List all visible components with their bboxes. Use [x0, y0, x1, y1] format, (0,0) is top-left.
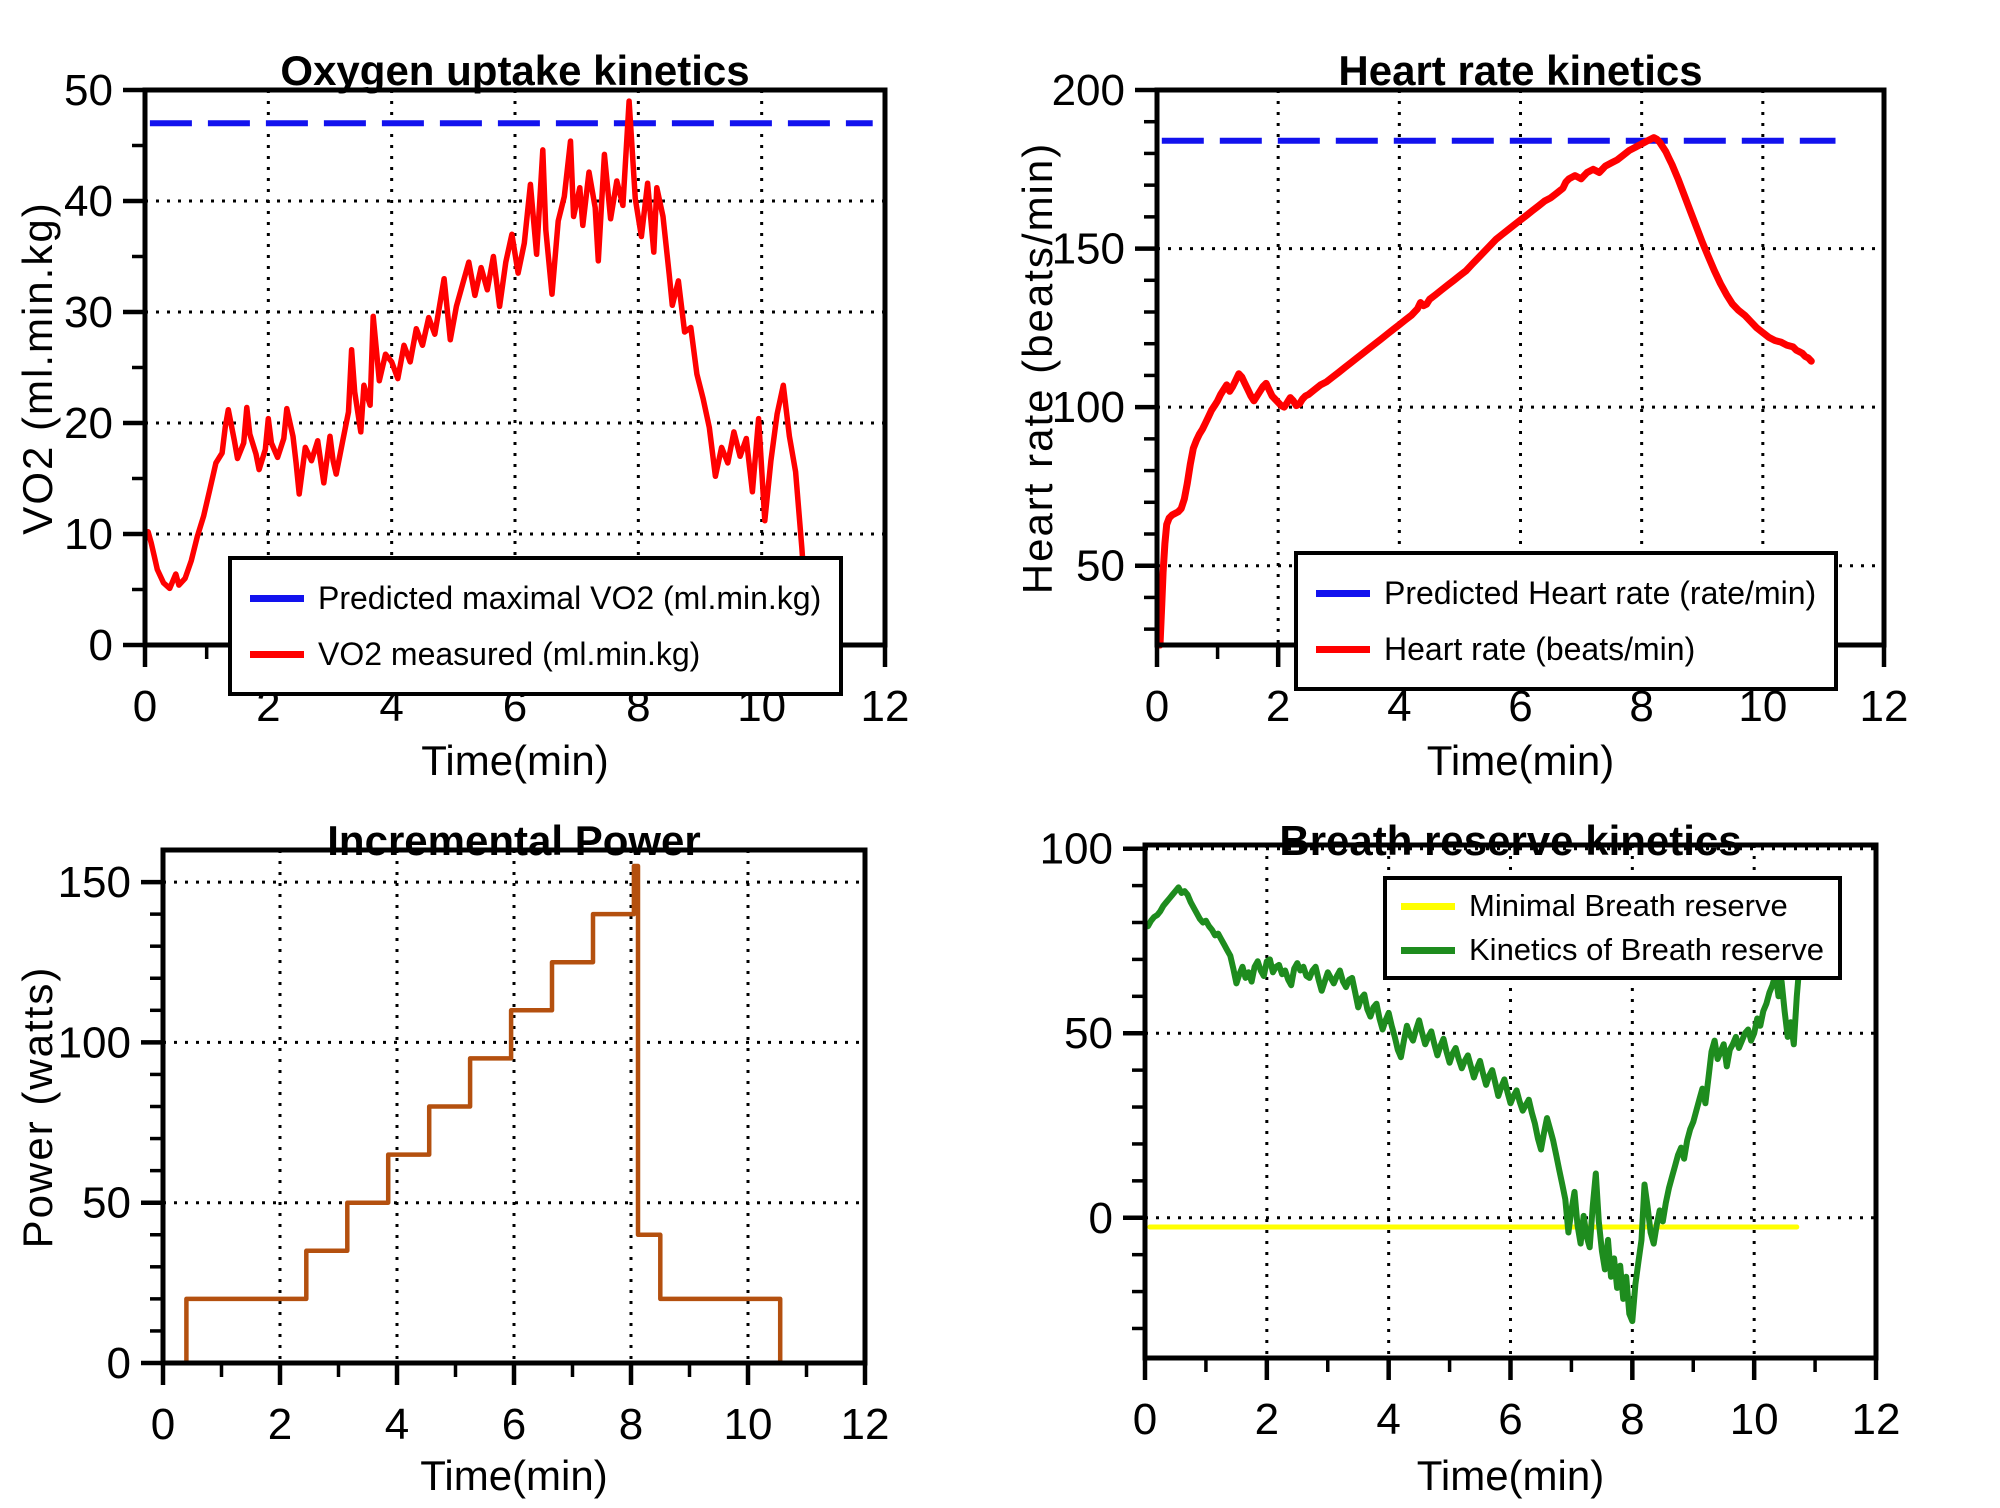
- x-tick-label: 12: [861, 682, 910, 731]
- y-tick-label: 150: [1052, 225, 1125, 274]
- legend-swatch: [1316, 589, 1370, 597]
- legend-swatch: [250, 650, 304, 658]
- y-tick-label: 0: [1089, 1194, 1113, 1243]
- x-tick-label: 12: [1860, 682, 1909, 731]
- y-tick-label: 100: [1052, 383, 1125, 432]
- x-tick-label: 8: [619, 1400, 643, 1449]
- legend-swatch: [1316, 645, 1370, 653]
- x-tick-label: 2: [268, 1400, 292, 1449]
- x-tick-label: 0: [1133, 1395, 1157, 1444]
- y-tick-label: 0: [89, 621, 113, 670]
- x-tick-label: 6: [502, 1400, 526, 1449]
- y-tick-label: 100: [58, 1018, 131, 1067]
- x-axis-label: Time(min): [421, 737, 609, 784]
- y-tick-label: 0: [107, 1339, 131, 1388]
- y-tick-label: 50: [1076, 542, 1125, 591]
- legend-entry: VO2 measured (ml.min.kg): [250, 626, 821, 682]
- legend-swatch: [1401, 946, 1455, 954]
- gridlines: [145, 88, 885, 645]
- x-tick-label: 12: [1852, 1395, 1901, 1444]
- axes-frame: [160, 847, 868, 1366]
- legend-box: Minimal Breath reserve Kinetics of Breath…: [1383, 876, 1842, 980]
- y-tick-label: 150: [58, 858, 131, 907]
- ticks: 0 2 4 6 8 10 12 0 50 100 150: [58, 858, 890, 1449]
- x-tick-label: 12: [841, 1400, 890, 1449]
- x-axis-label: Time(min): [1416, 1452, 1605, 1499]
- panel-oxygen-uptake-kinetics: Oxygen uptake kinetics VO2 (ml.min.kg) 0…: [0, 0, 1000, 784]
- series: [1156, 134, 1836, 649]
- x-axis-label: Time(min): [1426, 737, 1615, 784]
- y-tick-label: 50: [1064, 1009, 1113, 1058]
- x-tick-label: 10: [724, 1400, 773, 1449]
- series-heart-rate-beats-min: [1156, 134, 1815, 649]
- gridlines: [1145, 845, 1876, 1358]
- y-tick-label: 20: [64, 399, 113, 448]
- chart-title: Oxygen uptake kinetics: [280, 46, 750, 94]
- x-axis-label: Time(min): [420, 1452, 608, 1499]
- x-tick-label: 2: [1255, 1395, 1279, 1444]
- frame: [160, 847, 868, 1366]
- x-tick-label: 10: [1730, 1395, 1779, 1444]
- series: [163, 863, 795, 1366]
- y-tick-label: 50: [64, 66, 113, 115]
- plot-area-power: 0 2 4 6 8 10 12 0 50 100 150: [58, 847, 890, 1449]
- legend-label: Heart rate (beats/min): [1384, 630, 1696, 667]
- legend-label: Predicted Heart rate (rate/min): [1384, 574, 1817, 611]
- chart-title: Incremental Power: [327, 816, 701, 864]
- panel-heart-rate-kinetics: Heart rate kinetics Heart rate (beats/mi…: [1000, 0, 2000, 784]
- x-tick-label: 4: [385, 1400, 409, 1449]
- chart-title: Heart rate kinetics: [1338, 46, 1703, 94]
- y-tick-label: 100: [1040, 825, 1113, 874]
- series-vo2-measured-ml-min-kg: [145, 98, 813, 639]
- ticks: 0 2 4 6 8 10 12 0 50 100: [1040, 825, 1901, 1444]
- legend-box: Predicted Heart rate (rate/min) Heart rat…: [1294, 551, 1839, 691]
- legend-label: Minimal Breath reserve: [1469, 888, 1788, 923]
- x-tick-label: 2: [1266, 682, 1290, 731]
- series-kinetics-of-breath-reserve: [1145, 884, 1803, 1325]
- x-tick-label: 0: [133, 682, 157, 731]
- plot-area-breath-reserve: 0 2 4 6 8 10 12 0 50 100: [1040, 825, 1901, 1444]
- x-tick-label: 4: [1376, 1395, 1400, 1444]
- legend-swatch: [250, 594, 304, 602]
- legend-entry: Heart rate (beats/min): [1316, 621, 1816, 677]
- y-tick-label: 50: [82, 1179, 131, 1228]
- series: [145, 98, 873, 639]
- legend-entry: Predicted Heart rate (rate/min): [1316, 565, 1816, 621]
- legend-entry: Minimal Breath reserve: [1401, 884, 1824, 928]
- series: [1145, 884, 1803, 1325]
- legend-label: Kinetics of Breath reserve: [1469, 932, 1824, 967]
- x-tick-label: 0: [151, 1400, 175, 1449]
- series-incremental-power-watts: [163, 863, 795, 1366]
- gridlines: [163, 850, 865, 1363]
- legend-entry: Kinetics of Breath reserve: [1401, 928, 1824, 972]
- legend-box: Predicted maximal VO2 (ml.min.kg) VO2 mea…: [228, 556, 844, 696]
- y-tick-label: 10: [64, 510, 113, 559]
- legend-label: VO2 measured (ml.min.kg): [318, 635, 701, 672]
- x-tick-label: 8: [1620, 1395, 1644, 1444]
- legend-label: Predicted maximal VO2 (ml.min.kg): [318, 579, 822, 616]
- x-tick-label: 0: [1145, 682, 1169, 731]
- x-tick-label: 6: [1498, 1395, 1522, 1444]
- y-tick-label: 30: [64, 288, 113, 337]
- panel-breath-reserve-kinetics: Breath reserve kinetics 0 2 4 6 8 10 12 0 50 100 …: [1000, 754, 2000, 1508]
- y-tick-label: 200: [1052, 66, 1125, 115]
- y-tick-label: 40: [64, 177, 113, 226]
- panel-incremental-power: Incremental Power Power (watts) 0 2 4 6 8 10 1…: [0, 754, 1000, 1508]
- legend-swatch: [1401, 902, 1455, 910]
- legend-entry: Predicted maximal VO2 (ml.min.kg): [250, 570, 821, 626]
